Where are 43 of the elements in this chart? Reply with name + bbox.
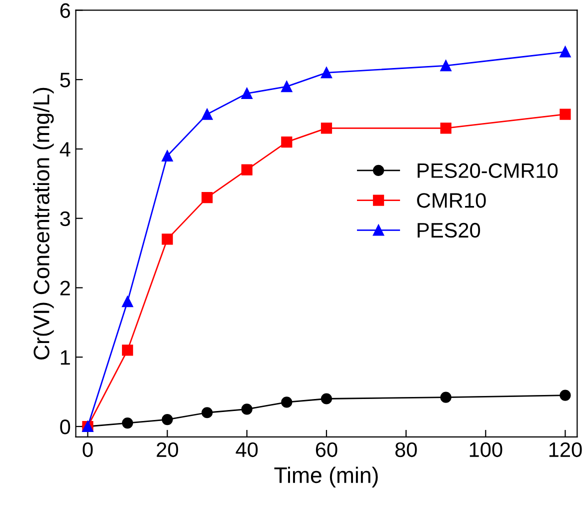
point — [122, 296, 134, 308]
point — [202, 108, 213, 120]
point — [202, 192, 213, 204]
point — [202, 407, 213, 418]
x-tick-label: 40 — [236, 442, 258, 458]
legend-label: CMR10 — [417, 193, 486, 208]
point — [320, 122, 332, 134]
x-tick-label: 120 — [549, 442, 582, 458]
point — [440, 122, 452, 134]
point — [162, 150, 173, 162]
y-tick-label: 3 — [60, 211, 70, 226]
legend-label: PES20 — [418, 222, 480, 238]
point — [122, 417, 134, 429]
point — [440, 392, 452, 403]
y-tick-label: 4 — [60, 142, 70, 157]
x-tick-label: 0 — [82, 442, 93, 458]
point — [440, 60, 452, 72]
point — [162, 414, 173, 426]
point — [281, 396, 292, 408]
point — [281, 80, 292, 92]
legend-label: PES20-CMR10 — [418, 163, 558, 178]
y-tick-label: 2 — [60, 280, 70, 296]
y-tick-label: 0 — [60, 420, 70, 434]
point — [560, 46, 571, 58]
point — [162, 234, 173, 245]
point — [560, 108, 571, 120]
y-tick-label: 6 — [60, 3, 70, 18]
x-tick-label: 80 — [395, 442, 417, 458]
x-tick-label: 100 — [470, 442, 502, 458]
point — [241, 88, 252, 100]
point — [320, 393, 332, 404]
point — [122, 344, 134, 356]
point — [560, 390, 571, 401]
point — [320, 67, 332, 78]
y-tick-label: 1 — [60, 350, 70, 365]
point — [281, 136, 292, 148]
point — [241, 164, 252, 176]
x-axis-title: Time (min) — [274, 466, 378, 488]
y-tick-label: 5 — [60, 72, 70, 88]
point — [241, 404, 252, 415]
y-axis-title: Cr(VI) Concentration (mg/L) — [33, 88, 54, 360]
x-tick-label: 60 — [316, 442, 338, 458]
x-tick-label: 20 — [156, 442, 178, 458]
